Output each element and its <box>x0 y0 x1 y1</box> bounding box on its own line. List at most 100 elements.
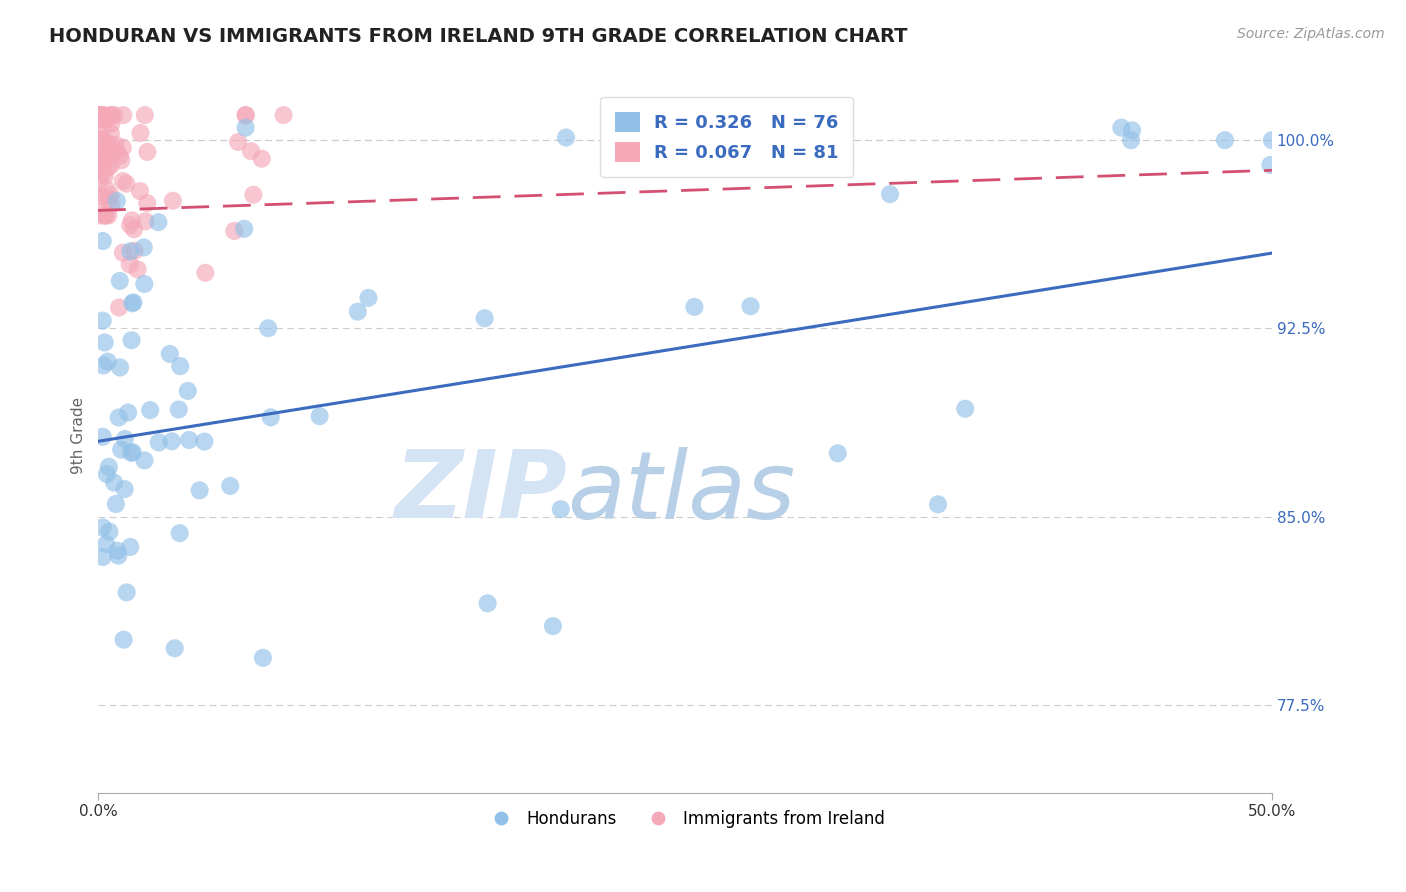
Point <box>169 526 191 541</box>
Point <box>555 130 578 145</box>
Point <box>107 549 129 563</box>
Point <box>89 108 111 122</box>
Point <box>257 321 280 335</box>
Point <box>474 311 496 326</box>
Point <box>111 140 134 154</box>
Point <box>91 149 114 163</box>
Point <box>134 453 156 467</box>
Point <box>97 136 120 151</box>
Point <box>108 301 131 315</box>
Point <box>148 215 170 229</box>
Point <box>129 184 152 198</box>
Point <box>167 402 190 417</box>
Point <box>103 108 125 122</box>
Point <box>114 482 136 496</box>
Point <box>108 360 131 375</box>
Point <box>121 445 143 459</box>
Point <box>104 137 127 152</box>
Point <box>89 209 111 223</box>
Y-axis label: 9th Grade: 9th Grade <box>72 396 86 474</box>
Point <box>159 347 181 361</box>
Point <box>94 209 117 223</box>
Point <box>108 149 131 163</box>
Point <box>105 194 128 208</box>
Point <box>100 117 122 131</box>
Point <box>90 113 112 128</box>
Point <box>90 108 112 122</box>
Point <box>740 299 762 313</box>
Point <box>1213 133 1236 147</box>
Point <box>108 274 131 288</box>
Point <box>118 258 141 272</box>
Point <box>104 497 127 511</box>
Text: ZIP: ZIP <box>395 446 568 538</box>
Point <box>91 520 114 534</box>
Text: Source: ZipAtlas.com: Source: ZipAtlas.com <box>1237 27 1385 41</box>
Point <box>683 300 706 314</box>
Point <box>879 187 901 202</box>
Point <box>97 354 120 368</box>
Point <box>273 108 295 122</box>
Point <box>120 540 142 554</box>
Point <box>953 401 976 416</box>
Point <box>177 384 200 398</box>
Point <box>121 333 143 347</box>
Point <box>1121 123 1143 137</box>
Point <box>111 245 134 260</box>
Point <box>89 189 111 203</box>
Point <box>194 266 217 280</box>
Point <box>129 126 152 140</box>
Point <box>100 159 122 173</box>
Point <box>91 108 114 122</box>
Point <box>188 483 211 498</box>
Point <box>1260 158 1282 172</box>
Point <box>94 169 117 183</box>
Point <box>193 434 215 449</box>
Point <box>477 596 499 610</box>
Point <box>127 262 149 277</box>
Point <box>136 196 159 211</box>
Point <box>89 108 111 122</box>
Point <box>346 304 368 318</box>
Point <box>541 619 564 633</box>
Point <box>97 459 120 474</box>
Legend: Hondurans, Immigrants from Ireland: Hondurans, Immigrants from Ireland <box>478 803 891 834</box>
Point <box>134 277 156 291</box>
Point <box>1119 133 1142 147</box>
Point <box>122 222 145 236</box>
Point <box>93 335 115 350</box>
Point <box>89 108 111 122</box>
Point <box>357 291 380 305</box>
Point <box>91 120 114 134</box>
Point <box>91 160 114 174</box>
Point <box>240 144 263 158</box>
Point <box>163 641 186 656</box>
Point <box>103 475 125 490</box>
Point <box>132 240 155 254</box>
Point <box>260 410 283 425</box>
Point <box>91 108 114 122</box>
Point <box>91 313 114 327</box>
Point <box>91 167 114 181</box>
Point <box>111 174 134 188</box>
Point <box>160 434 183 449</box>
Point <box>89 132 111 146</box>
Point <box>89 174 111 188</box>
Point <box>107 410 129 425</box>
Point <box>97 112 120 126</box>
Point <box>1261 133 1284 147</box>
Point <box>121 213 143 227</box>
Point <box>110 442 132 457</box>
Point <box>90 146 112 161</box>
Point <box>90 191 112 205</box>
Point <box>93 134 115 148</box>
Point <box>235 108 257 122</box>
Point <box>105 144 128 158</box>
Point <box>93 209 115 223</box>
Point <box>308 409 330 424</box>
Point <box>235 120 257 135</box>
Point <box>134 108 156 122</box>
Point <box>252 650 274 665</box>
Point <box>93 149 115 163</box>
Point <box>97 209 120 223</box>
